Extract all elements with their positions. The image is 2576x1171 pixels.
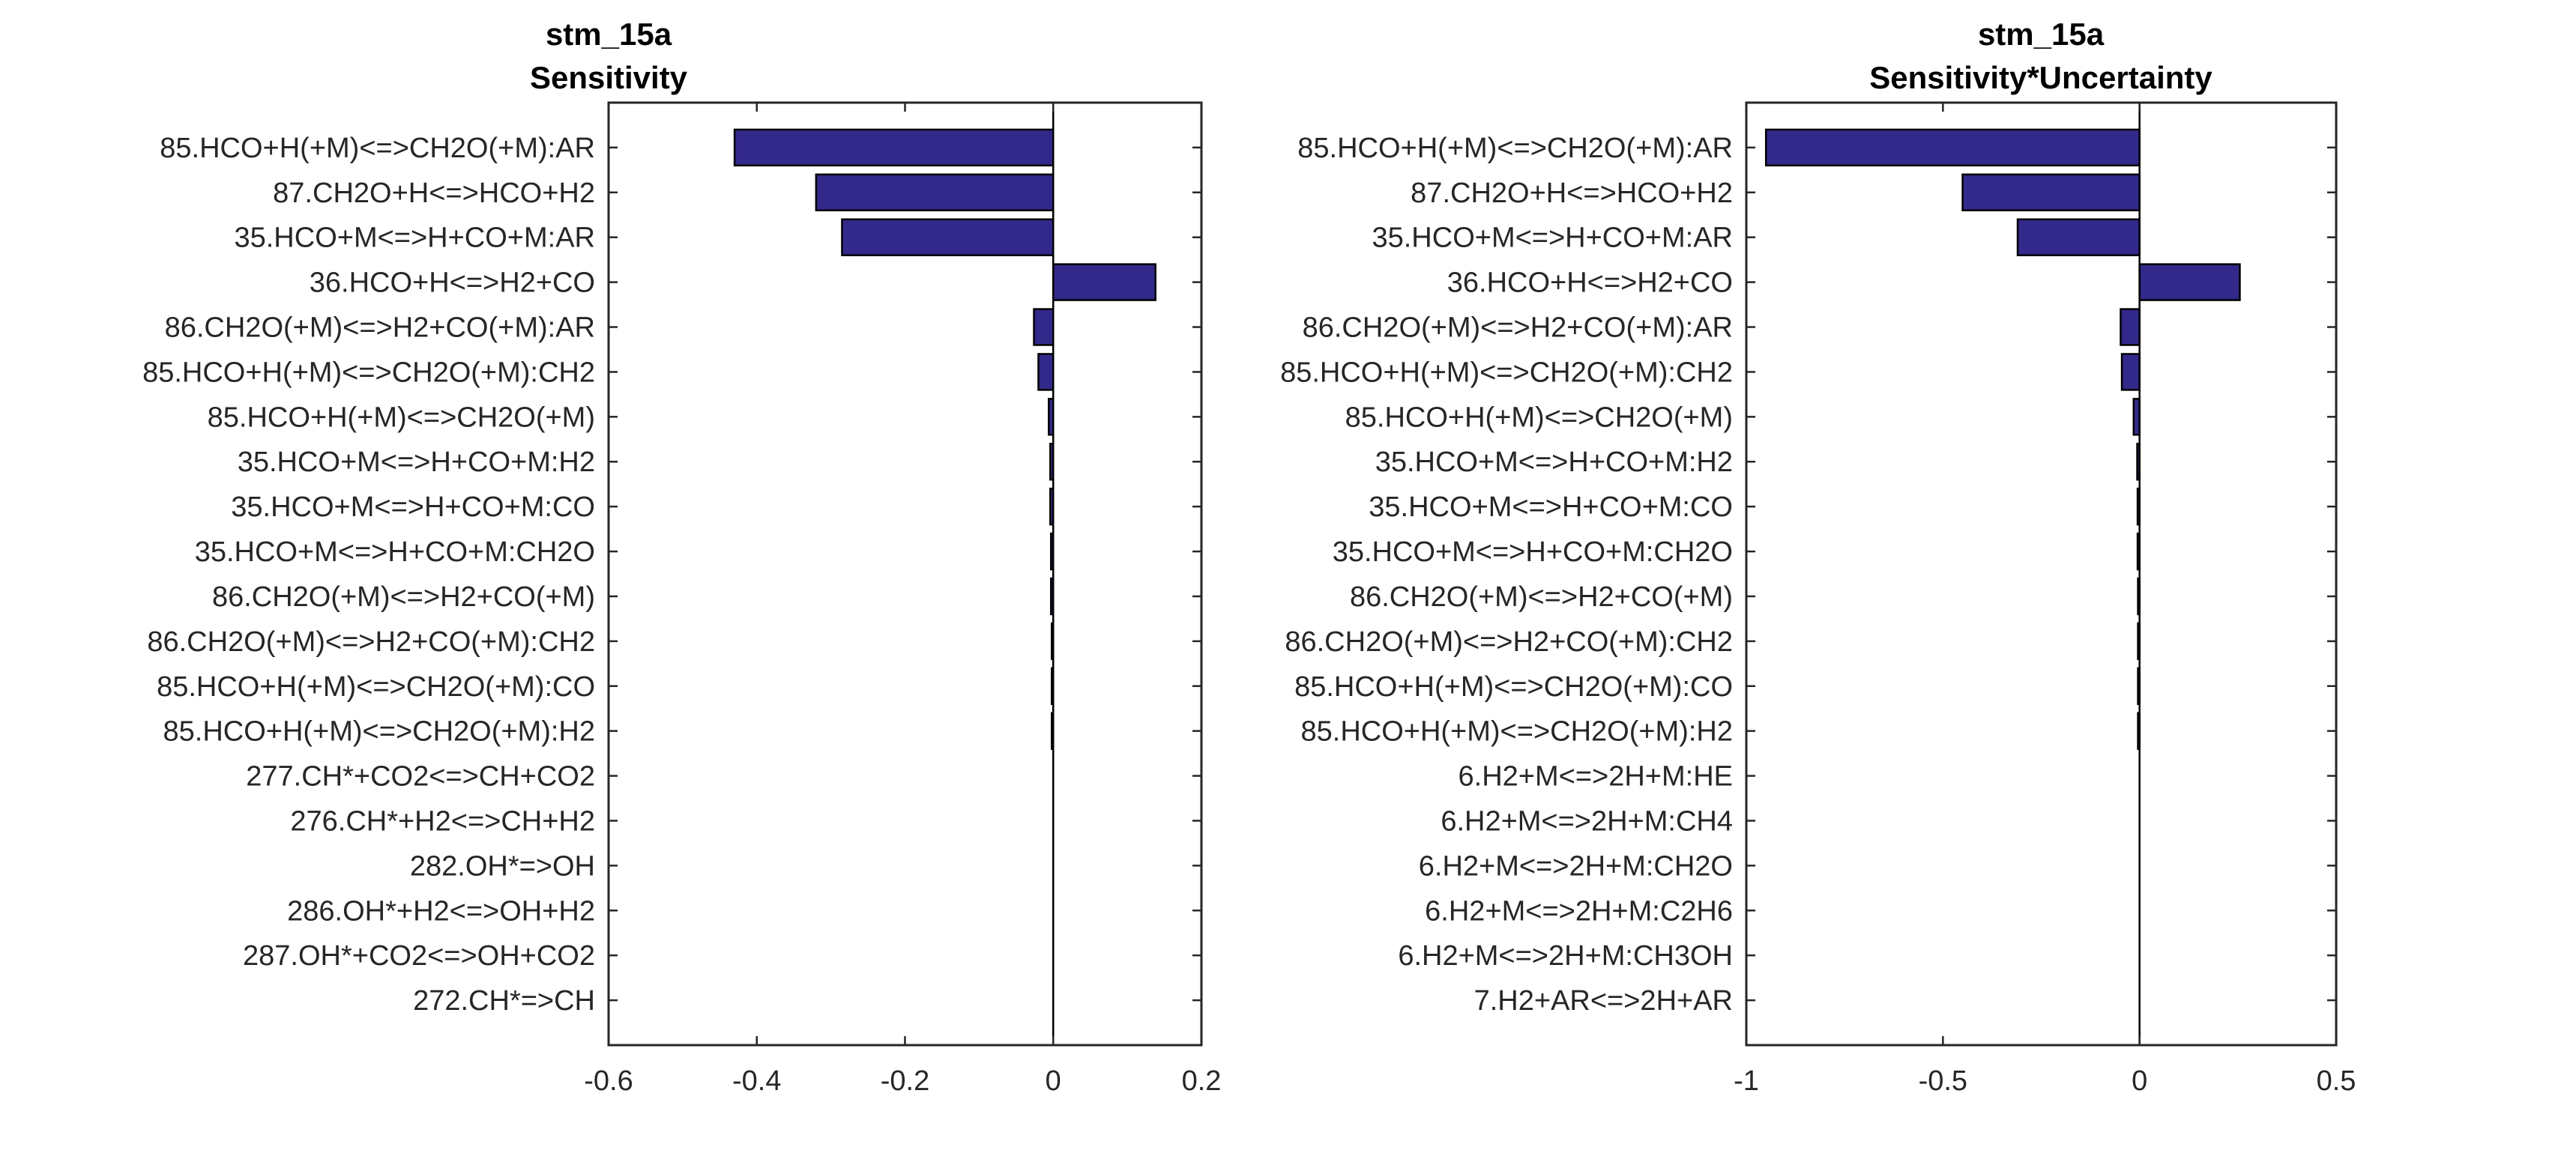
y-tick-label: 35.HCO+M<=>H+CO+M:CO — [231, 491, 595, 523]
bar — [1052, 263, 1156, 301]
bar — [2120, 308, 2141, 346]
y-tick-label: 6.H2+M<=>2H+M:CH4 — [1441, 805, 1733, 837]
y-tick-label: 86.CH2O(+M)<=>H2+CO(+M):AR — [165, 312, 595, 344]
x-tick-label: -1 — [1734, 1065, 1759, 1097]
y-tick-label: 85.HCO+H(+M)<=>CH2O(+M):CO — [1294, 671, 1733, 703]
y-tick-label: 85.HCO+H(+M)<=>CH2O(+M) — [208, 402, 595, 433]
y-tick-label: 35.HCO+M<=>H+CO+M:H2 — [1375, 447, 1733, 478]
x-tick-label: 0 — [2132, 1065, 2147, 1097]
chart-panel-sensitivity-uncertainty: stm_15a Sensitivity*Uncertainty 85.HCO+H… — [1229, 0, 2576, 1171]
chart-title-line-2: Sensitivity*Uncertainty — [1869, 60, 2212, 95]
chart-title-line-2: Sensitivity — [529, 60, 688, 95]
y-tick-label: 86.CH2O(+M)<=>H2+CO(+M):CH2 — [147, 626, 595, 658]
y-tick-label: 85.HCO+H(+M)<=>CH2O(+M) — [1345, 402, 1733, 433]
y-tick-label: 85.HCO+H(+M)<=>CH2O(+M):CH2 — [142, 357, 595, 388]
x-tick-label: -0.2 — [881, 1065, 929, 1097]
y-tick-label: 86.CH2O(+M)<=>H2+CO(+M) — [1350, 581, 1733, 613]
y-tick-label: 86.CH2O(+M)<=>H2+CO(+M):AR — [1303, 312, 1733, 344]
x-tick-label: -0.4 — [732, 1065, 781, 1097]
y-tick-label: 85.HCO+H(+M)<=>CH2O(+M):CO — [157, 671, 595, 703]
sensitivity-uncertainty-plot: 85.HCO+H(+M)<=>CH2O(+M):AR 87.CH2O+H<=>HC… — [1280, 101, 2356, 1097]
bar — [841, 218, 1055, 256]
sensitivity-plot: 85.HCO+H(+M)<=>CH2O(+M):AR 87.CH2O+H<=>HC… — [142, 101, 1222, 1097]
y-tick-label: 85.HCO+H(+M)<=>CH2O(+M):AR — [1297, 133, 1733, 164]
bar — [1033, 308, 1055, 346]
bar — [815, 173, 1055, 212]
plot-area — [1745, 101, 2338, 1047]
y-tick-label: 87.CH2O+H<=>HCO+H2 — [1411, 178, 1733, 209]
y-tick-label: 35.HCO+M<=>H+CO+M:H2 — [238, 447, 595, 478]
y-tick-label: 85.HCO+H(+M)<=>CH2O(+M):H2 — [1301, 716, 1734, 748]
x-tick-label: 0 — [1046, 1065, 1061, 1097]
plot-area — [607, 101, 1203, 1047]
bar — [1764, 128, 2141, 167]
bar — [2016, 218, 2141, 256]
bar — [733, 128, 1055, 167]
y-tick-label: 272.CH*=>CH — [413, 985, 595, 1017]
y-tick-label: 35.HCO+M<=>H+CO+M:CH2O — [1333, 536, 1733, 568]
x-tick-label: -0.6 — [584, 1065, 633, 1097]
chart-title-line-1: stm_15a — [1977, 16, 2105, 52]
y-tick-label: 6.H2+M<=>2H+M:CH2O — [1419, 850, 1733, 882]
bar — [2120, 353, 2141, 391]
bar — [1961, 173, 2141, 212]
y-tick-label: 35.HCO+M<=>H+CO+M:AR — [234, 223, 595, 254]
y-tick-label: 85.HCO+H(+M)<=>CH2O(+M):AR — [160, 133, 595, 164]
x-tick-label: -0.5 — [1919, 1065, 1967, 1097]
y-tick-label: 35.HCO+M<=>H+CO+M:AR — [1372, 223, 1733, 254]
y-tick-label: 35.HCO+M<=>H+CO+M:CO — [1369, 491, 1733, 523]
chart-title-line-1: stm_15a — [545, 16, 672, 52]
bar — [1037, 353, 1055, 391]
y-tick-label: 6.H2+M<=>2H+M:CH3OH — [1398, 940, 1733, 972]
y-tick-label: 85.HCO+H(+M)<=>CH2O(+M):CH2 — [1280, 357, 1733, 388]
y-tick-label: 86.CH2O(+M)<=>H2+CO(+M):CH2 — [1285, 626, 1733, 658]
x-tick-label: 0.2 — [1182, 1065, 1222, 1097]
y-tick-label: 85.HCO+H(+M)<=>CH2O(+M):H2 — [163, 716, 596, 748]
y-tick-label: 287.OH*+CO2<=>OH+CO2 — [243, 940, 595, 972]
y-tick-label: 276.CH*+H2<=>CH+H2 — [290, 805, 595, 837]
y-tick-label: 6.H2+M<=>2H+M:C2H6 — [1425, 895, 1733, 927]
y-tick-label: 7.H2+AR<=>2H+AR — [1474, 985, 1733, 1017]
y-tick-label: 86.CH2O(+M)<=>H2+CO(+M) — [212, 581, 595, 613]
chart-panel-sensitivity: stm_15a Sensitivity 85.HCO+H(+M)<=>CH2O(… — [142, 16, 1222, 1097]
y-tick-label: 35.HCO+M<=>H+CO+M:CH2O — [195, 536, 595, 568]
y-tick-label: 36.HCO+H<=>H2+CO — [310, 267, 595, 299]
bar — [2138, 263, 2241, 301]
x-tick-label: 0.5 — [2317, 1065, 2356, 1097]
y-tick-label: 87.CH2O+H<=>HCO+H2 — [273, 178, 595, 209]
y-tick-label: 36.HCO+H<=>H2+CO — [1447, 267, 1733, 299]
y-tick-label: 6.H2+M<=>2H+M:HE — [1459, 761, 1733, 793]
y-tick-label: 277.CH*+CO2<=>CH+CO2 — [246, 761, 595, 793]
y-tick-label: 286.OH*+H2<=>OH+H2 — [287, 895, 595, 927]
y-tick-label: 282.OH*=>OH — [410, 850, 595, 882]
